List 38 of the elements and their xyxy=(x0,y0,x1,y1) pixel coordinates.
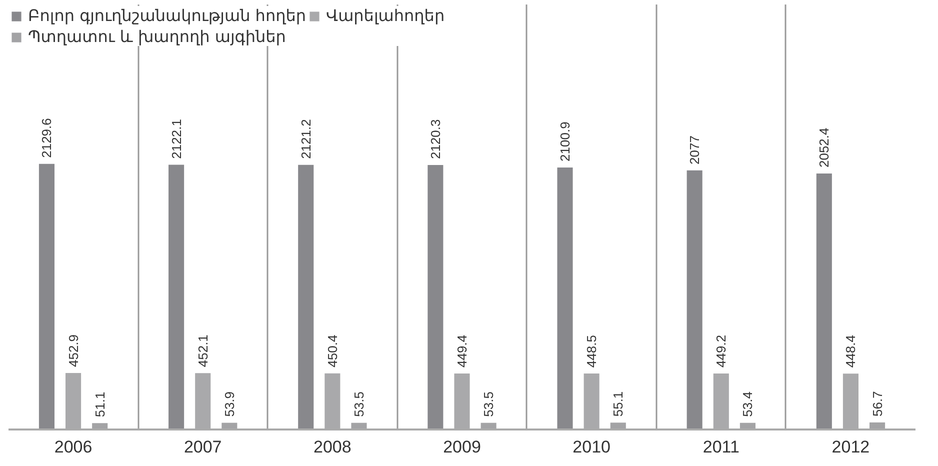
data-label: 2122.1 xyxy=(168,119,184,159)
data-label: 53.9 xyxy=(222,391,237,417)
data-label: 2120.3 xyxy=(428,119,443,160)
data-label: 53.5 xyxy=(351,392,366,417)
legend-label: Բոլոր գյուղնշանակության հողեր xyxy=(28,6,306,25)
bar xyxy=(816,174,832,430)
x-tick-label: 2010 xyxy=(572,438,610,456)
data-label: 2129.6 xyxy=(39,118,54,158)
legend-label: Պտղատու և խաղողի այգիներ xyxy=(28,27,286,46)
data-label: 53.4 xyxy=(740,392,756,417)
data-label: 452.9 xyxy=(66,334,81,368)
x-tick-label: 2007 xyxy=(184,438,222,456)
data-label: 55.1 xyxy=(610,391,626,417)
x-tick-label: 2012 xyxy=(832,438,870,456)
data-label: 53.5 xyxy=(481,392,496,417)
x-tick-label: 2011 xyxy=(702,438,740,456)
bar xyxy=(557,167,573,430)
data-label: 448.4 xyxy=(843,335,858,368)
bar xyxy=(38,164,54,430)
x-tick-label: 2008 xyxy=(314,438,352,456)
bar xyxy=(686,170,702,430)
data-label: 56.7 xyxy=(870,391,885,416)
data-label: 2100.9 xyxy=(558,122,573,162)
data-label: 449.2 xyxy=(714,334,729,368)
bar xyxy=(298,164,314,430)
bar xyxy=(428,165,444,430)
data-label: 450.4 xyxy=(324,334,340,368)
legend-label: Վարելահողեր xyxy=(326,6,445,25)
data-label: 452.1 xyxy=(195,334,210,368)
data-label: 51.1 xyxy=(92,392,108,418)
x-tick-label: 2009 xyxy=(443,438,481,456)
data-label: 449.4 xyxy=(454,334,470,368)
bar xyxy=(168,164,184,430)
data-label: 2052.4 xyxy=(816,128,832,168)
data-label: 448.5 xyxy=(584,335,600,368)
data-label: 2121.2 xyxy=(298,119,314,159)
x-tick-label: 2006 xyxy=(54,438,92,456)
data-label: 2077 xyxy=(687,136,702,164)
